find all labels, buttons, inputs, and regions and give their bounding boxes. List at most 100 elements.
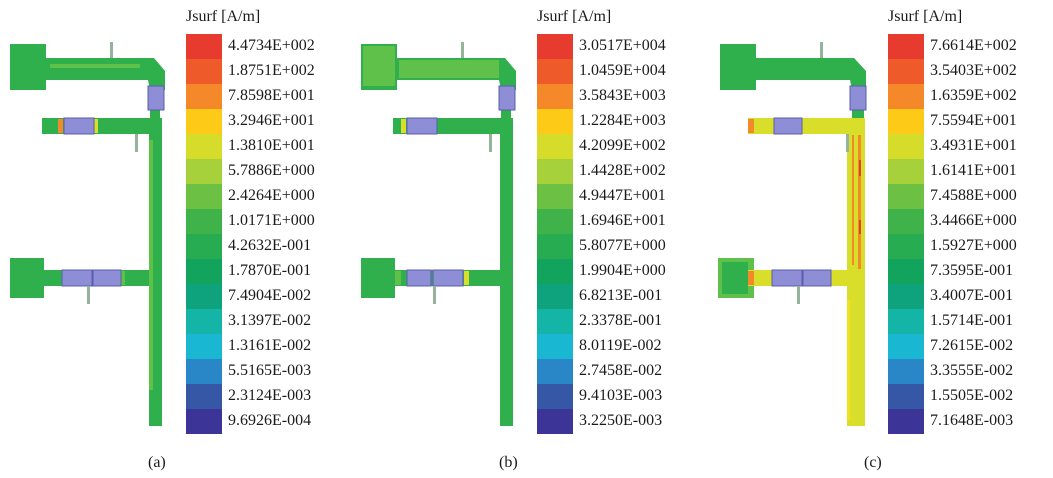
color-band [537, 159, 573, 184]
color-band [888, 34, 924, 59]
color-band [186, 34, 222, 59]
scale-value: 1.0459E+004 [579, 62, 666, 79]
scale-value: 7.1648E-003 [930, 412, 1014, 429]
color-scale-labels: 3.0517E+004 1.0459E+004 3.5843E+003 1.2284E… [579, 34, 697, 434]
color-band [537, 409, 573, 434]
field-variation [50, 64, 140, 68]
pin [820, 42, 823, 58]
pin [135, 134, 138, 152]
ports [61, 85, 165, 287]
scale-value: 1.8751E+002 [228, 62, 315, 79]
color-scale-bar [186, 34, 222, 434]
middle-arm [748, 118, 864, 134]
panel-caption: (a) [148, 454, 166, 471]
color-band [186, 409, 222, 434]
scale-value: 2.7458E-002 [579, 362, 663, 379]
scale-value: 1.5505E-002 [930, 387, 1014, 404]
scale-value: 4.4734E+002 [228, 37, 315, 54]
hotspot [858, 135, 861, 269]
field-variation [149, 140, 153, 390]
scale-value: 3.4007E-001 [930, 287, 1014, 304]
color-band [888, 109, 924, 134]
pin [110, 42, 113, 58]
antenna-shape [361, 44, 516, 426]
color-band [186, 234, 222, 259]
hotspot [859, 220, 861, 234]
color-band [888, 309, 924, 334]
scale-value: 3.2250E-003 [579, 412, 663, 429]
color-band [888, 409, 924, 434]
lumped-port [849, 85, 867, 111]
scale-value: 3.4931E+001 [930, 137, 1017, 154]
scale-value: 3.0517E+004 [579, 37, 666, 54]
color-band [537, 359, 573, 384]
hotspot [401, 119, 406, 133]
scale-value: 5.8077E+000 [579, 237, 666, 254]
top-arm [756, 58, 866, 90]
scale-value: 3.4466E+000 [930, 212, 1017, 229]
pins [433, 42, 492, 304]
color-band [537, 184, 573, 209]
color-band [537, 309, 573, 334]
hotspot [748, 271, 754, 285]
color-scale-bar [888, 34, 924, 434]
color-band [537, 84, 573, 109]
color-band [888, 134, 924, 159]
field-variation [722, 262, 748, 294]
scale-value: 3.5843E+003 [579, 87, 666, 104]
color-band [537, 284, 573, 309]
field-variation [363, 46, 395, 86]
pin [461, 42, 464, 58]
antenna-shape [718, 44, 866, 426]
hotspots [395, 119, 469, 285]
scale-value: 6.8213E-001 [579, 287, 663, 304]
scale-value: 5.5165E-003 [228, 362, 312, 379]
scale-value: 1.6141E+001 [930, 162, 1017, 179]
color-band [537, 234, 573, 259]
color-band [537, 334, 573, 359]
scale-value: 7.3595E-001 [930, 262, 1014, 279]
lumped-port [406, 117, 438, 135]
color-band [537, 134, 573, 159]
color-band [186, 334, 222, 359]
lumped-port [773, 117, 803, 135]
color-band [186, 359, 222, 384]
color-band [888, 59, 924, 84]
upper-connector [501, 108, 511, 122]
legend-title: Jsurf [A/m] [537, 8, 612, 25]
pin [797, 286, 800, 304]
upper-connector [150, 108, 160, 122]
color-band [186, 109, 222, 134]
scale-value: 1.4428E+002 [579, 162, 666, 179]
color-band [888, 209, 924, 234]
scale-value: 7.5594E+001 [930, 112, 1017, 129]
field-variation [399, 60, 499, 78]
pin [489, 134, 492, 152]
panel-caption: (c) [864, 454, 882, 471]
scale-value: 7.8598E+001 [228, 87, 315, 104]
color-band [537, 34, 573, 59]
color-band [888, 234, 924, 259]
color-band [888, 284, 924, 309]
scale-value: 3.2946E+001 [228, 112, 315, 129]
panel-a: Jsurf [A/m] 4.4734E+002 1.8751E+002 7.8598… [0, 0, 351, 478]
hotspot [395, 271, 401, 285]
color-band [186, 259, 222, 284]
scale-value: 1.0171E+000 [228, 212, 315, 229]
lower-left-block [10, 258, 44, 298]
lumped-port [147, 85, 165, 111]
color-band [186, 209, 222, 234]
panel-caption: (b) [499, 454, 518, 471]
color-band [186, 59, 222, 84]
pins [87, 42, 138, 304]
top-left-block [10, 44, 46, 90]
lumped-port [498, 85, 516, 111]
lumped-port [61, 269, 93, 287]
legend-title: Jsurf [A/m] [888, 8, 963, 25]
hotspot [859, 160, 861, 176]
color-band [537, 384, 573, 409]
hotspot [464, 271, 469, 285]
scale-value: 1.7870E-001 [228, 262, 312, 279]
color-scale-bar [537, 34, 573, 434]
scale-value: 7.4588E+000 [930, 187, 1017, 204]
